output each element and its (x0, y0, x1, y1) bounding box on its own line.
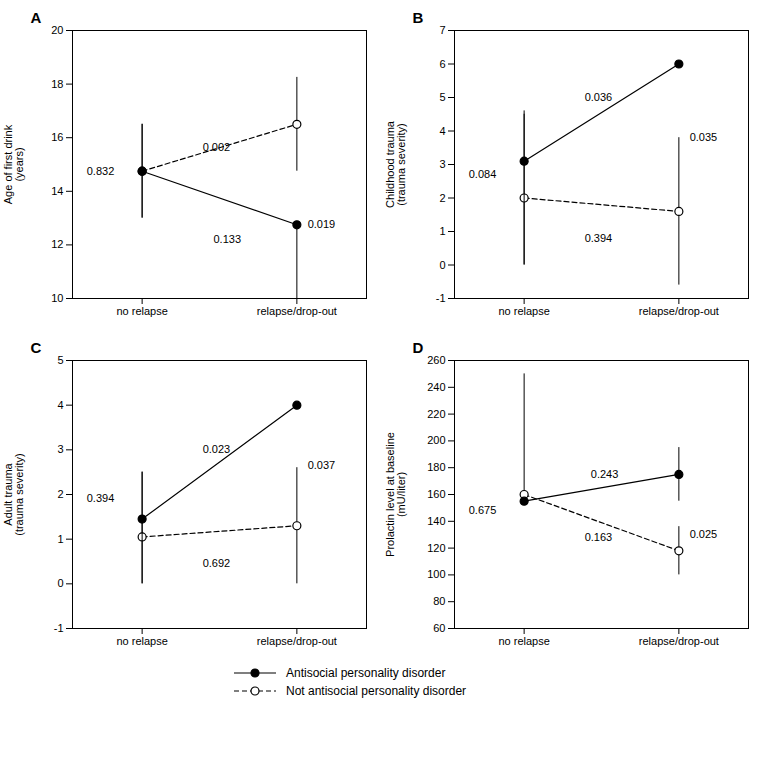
svg-text:140: 140 (427, 515, 445, 527)
svg-text:10: 10 (51, 292, 63, 304)
svg-text:3: 3 (57, 443, 63, 455)
svg-text:-1: -1 (436, 292, 446, 304)
html-text:Antisocial personality disorde: Antisocial personality disorder (286, 666, 446, 680)
svg-text:no relapse: no relapse (498, 305, 549, 317)
svg-text:0.832: 0.832 (87, 165, 115, 177)
svg-text:relapse/drop-out: relapse/drop-out (639, 635, 719, 647)
html-text:Not antisocial personality dis: Not antisocial personality disorder (286, 684, 467, 698)
svg-text:100: 100 (427, 568, 445, 580)
svg-text:A: A (31, 9, 42, 26)
svg-text:7: 7 (439, 24, 445, 36)
svg-text:6: 6 (439, 58, 445, 70)
svg-text:220: 220 (427, 408, 445, 420)
svg-text:20: 20 (51, 24, 63, 36)
svg-text:5: 5 (57, 354, 63, 366)
svg-text:160: 160 (427, 488, 445, 500)
svg-text:D: D (413, 339, 424, 356)
svg-text:Adult trauma(trauma severity): Adult trauma(trauma severity) (2, 453, 25, 536)
svg-text:C: C (31, 339, 42, 356)
svg-text:3: 3 (439, 158, 445, 170)
svg-text:0.036: 0.036 (585, 91, 613, 103)
svg-text:0.163: 0.163 (585, 531, 613, 543)
svg-text:no relapse: no relapse (498, 635, 549, 647)
svg-text:180: 180 (427, 461, 445, 473)
svg-text:relapse/drop-out: relapse/drop-out (257, 635, 337, 647)
svg-text:B: B (413, 9, 424, 26)
svg-text:0.692: 0.692 (203, 557, 231, 569)
svg-text:0.394: 0.394 (585, 232, 613, 244)
svg-text:0: 0 (439, 259, 445, 271)
svg-text:0.084: 0.084 (469, 168, 497, 180)
svg-text:no relapse: no relapse (116, 635, 167, 647)
svg-text:0.025: 0.025 (690, 528, 718, 540)
svg-text:2: 2 (439, 192, 445, 204)
svg-text:Prolactin level at baseline(mU: Prolactin level at baseline(mU/liter) (384, 432, 407, 557)
svg-text:240: 240 (427, 381, 445, 393)
svg-text:0.035: 0.035 (690, 131, 718, 143)
svg-text:0.019: 0.019 (308, 218, 336, 230)
svg-text:4: 4 (57, 399, 63, 411)
svg-text:1: 1 (439, 225, 445, 237)
svg-text:no relapse: no relapse (116, 305, 167, 317)
svg-text:16: 16 (51, 131, 63, 143)
svg-text:0.037: 0.037 (308, 459, 336, 471)
svg-text:Age of first drink(years): Age of first drink(years) (2, 124, 25, 204)
svg-text:relapse/drop-out: relapse/drop-out (257, 305, 337, 317)
svg-text:14: 14 (51, 185, 63, 197)
svg-text:2: 2 (57, 488, 63, 500)
svg-text:0: 0 (57, 577, 63, 589)
svg-text:1: 1 (57, 533, 63, 545)
svg-text:4: 4 (439, 125, 445, 137)
svg-text:0.675: 0.675 (469, 504, 497, 516)
svg-text:-1: -1 (54, 622, 64, 634)
svg-text:relapse/drop-out: relapse/drop-out (639, 305, 719, 317)
svg-text:12: 12 (51, 238, 63, 250)
svg-text:120: 120 (427, 542, 445, 554)
svg-text:0.133: 0.133 (213, 233, 241, 245)
svg-text:200: 200 (427, 434, 445, 446)
svg-text:60: 60 (433, 622, 445, 634)
svg-text:18: 18 (51, 78, 63, 90)
svg-text:0.002: 0.002 (203, 141, 231, 153)
svg-text:260: 260 (427, 354, 445, 366)
svg-text:0.394: 0.394 (87, 492, 115, 504)
svg-text:5: 5 (439, 91, 445, 103)
svg-text:80: 80 (433, 595, 445, 607)
svg-text:0.023: 0.023 (203, 443, 231, 455)
svg-text:0.243: 0.243 (591, 468, 619, 480)
svg-text:Childhood trauma(trauma severi: Childhood trauma(trauma severity) (384, 120, 407, 208)
